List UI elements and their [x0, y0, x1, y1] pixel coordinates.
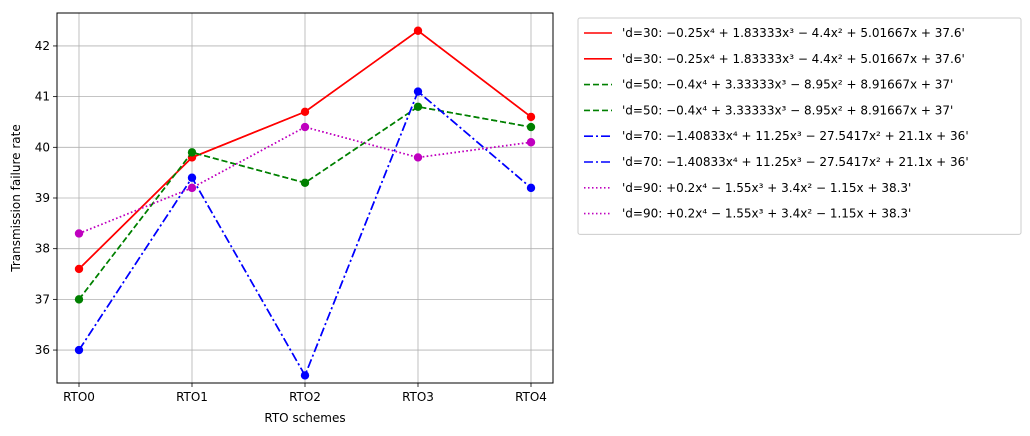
series-layer: [74, 26, 536, 380]
series-line-7: [78, 126, 532, 235]
y-tick-label: 36: [35, 343, 50, 357]
legend-entry: 'd=70: −1.40833x⁴ + 11.25x³ − 27.5417x² …: [622, 155, 969, 169]
y-tick-label: 38: [35, 242, 50, 256]
series-line-5: [78, 90, 532, 378]
y-tick-label: 42: [35, 39, 50, 53]
grid-lines: [57, 13, 553, 383]
y-tick-label: 41: [35, 90, 50, 104]
legend-entry: 'd=90: +0.2x⁴ − 1.55x³ + 3.4x² − 1.15x +…: [622, 181, 911, 195]
data-point: [526, 122, 536, 132]
legend-entry: 'd=90: +0.2x⁴ − 1.55x³ + 3.4x² − 1.15x +…: [622, 207, 911, 221]
x-tick-label: RTO2: [289, 390, 321, 404]
series-line-1: [78, 29, 532, 270]
y-axis-label: Transmission failure rate: [9, 124, 23, 272]
series-line-3: [78, 105, 532, 300]
legend-entry: 'd=70: −1.40833x⁴ + 11.25x³ − 27.5417x² …: [622, 129, 969, 143]
x-tick-label: RTO0: [63, 390, 95, 404]
data-point: [300, 122, 310, 132]
y-tick-label: 39: [35, 191, 50, 205]
axis-ticks: RTO0 RTO1 RTO2 RTO3 RTO4 36 37 38 39 40 41 42: [35, 39, 547, 404]
x-tick-label: RTO1: [176, 390, 208, 404]
legend: 'd=30: −0.25x⁴ + 1.83333x³ − 4.4x² + 5.0…: [577, 17, 1022, 235]
legend-entry: 'd=30: −0.25x⁴ + 1.83333x³ − 4.4x² + 5.0…: [622, 26, 965, 40]
x-tick-label: RTO3: [402, 390, 434, 404]
legend-entry: 'd=50: −0.4x⁴ + 3.33333x³ − 8.95x² + 8.9…: [622, 78, 953, 92]
legend-box: [577, 17, 1022, 235]
data-point: [187, 183, 197, 193]
y-tick-label: 40: [35, 140, 50, 154]
legend-entry: 'd=30: −0.25x⁴ + 1.83333x³ − 4.4x² + 5.0…: [622, 52, 965, 66]
x-tick-label: RTO4: [515, 390, 547, 404]
x-axis-label: RTO schemes: [264, 411, 345, 425]
legend-entry: 'd=50: −0.4x⁴ + 3.33333x³ − 8.95x² + 8.9…: [622, 103, 953, 117]
data-point: [413, 153, 423, 162]
y-tick-label: 37: [35, 292, 50, 306]
